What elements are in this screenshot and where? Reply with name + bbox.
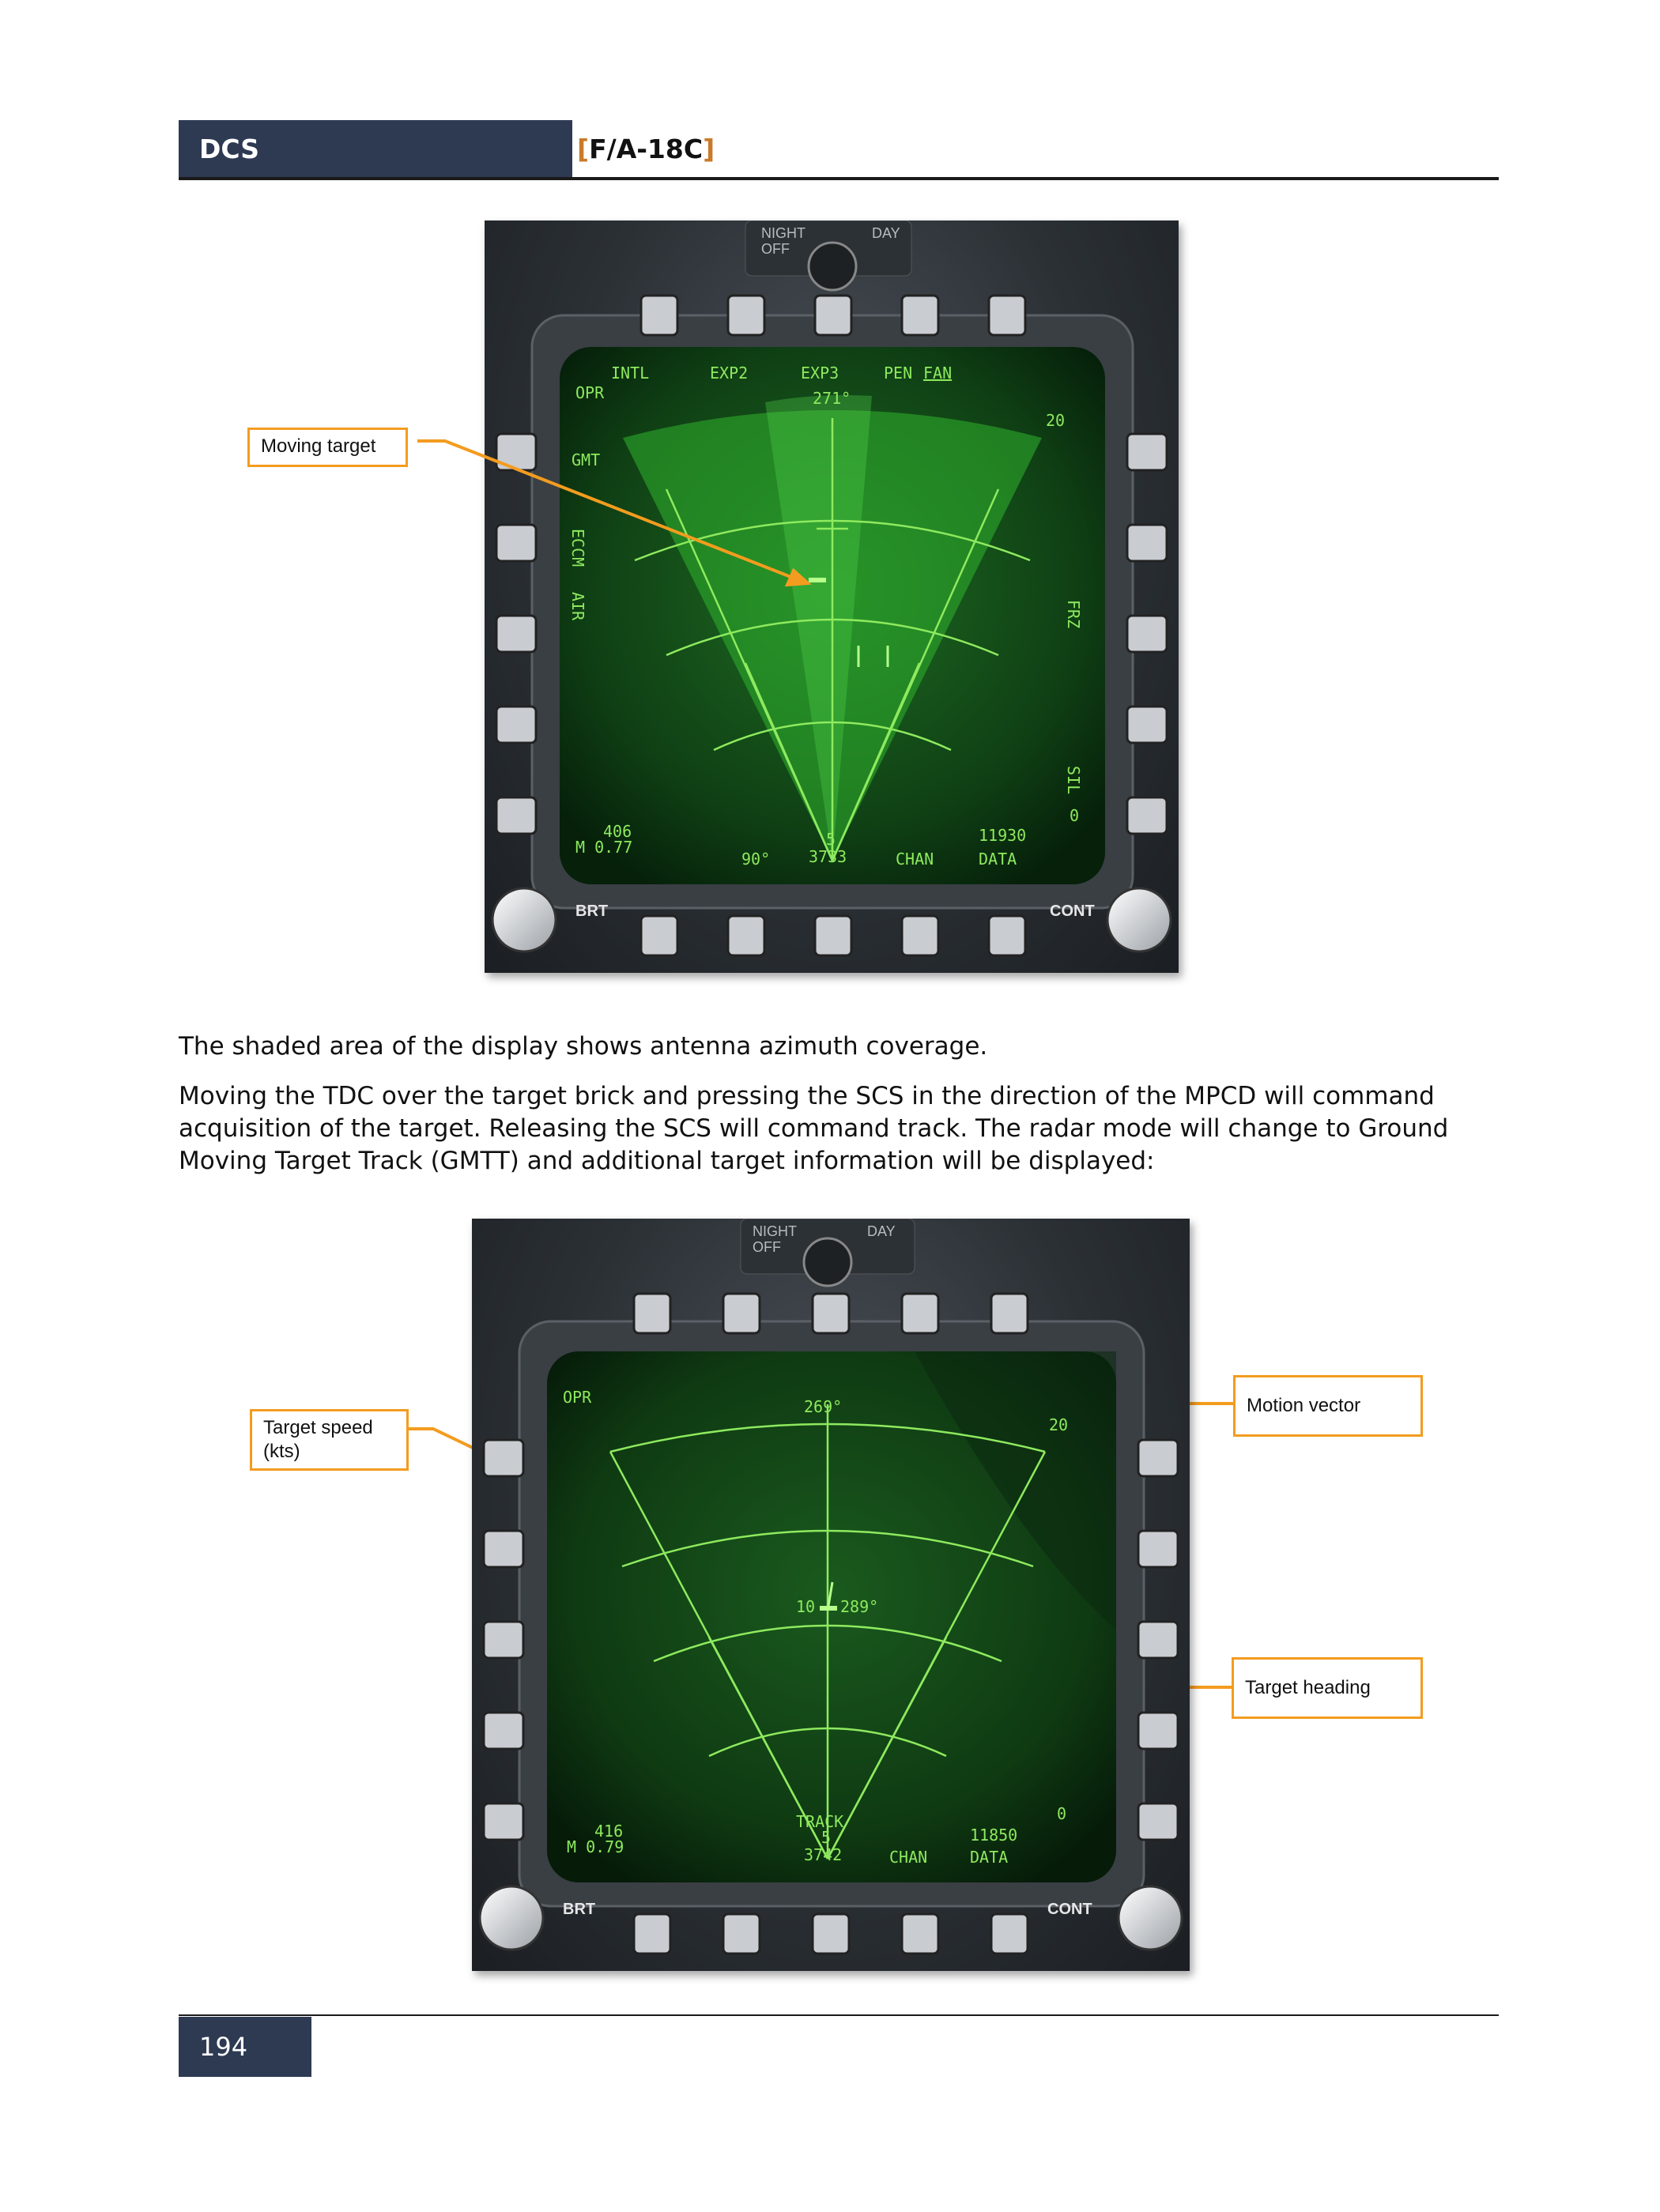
fig2-bottom-pb-2[interactable]	[723, 1914, 760, 1954]
target-speed-readout: 10	[796, 1597, 815, 1616]
fig2-top-pb-4[interactable]	[902, 1294, 938, 1333]
knob2-off-label: OFF	[753, 1239, 781, 1255]
fig2-left-pb-4[interactable]	[484, 1713, 523, 1749]
fig2-elevation-readout: 3742	[804, 1845, 842, 1864]
tracked-target-brick	[820, 1606, 837, 1611]
fig2-right-pb-4[interactable]	[1138, 1713, 1178, 1749]
fig2-left-pb-2[interactable]	[484, 1531, 523, 1567]
fig2-zero-label: 0	[1057, 1804, 1066, 1823]
fig2-right-pb-2[interactable]	[1138, 1531, 1178, 1567]
callout-target-speed: Target speed (kts)	[250, 1409, 409, 1471]
fig2-mach-readout: M 0.79	[567, 1837, 624, 1856]
fig2-bar-readout: 5	[821, 1828, 831, 1847]
fig2-data-label: DATA	[970, 1848, 1008, 1867]
figure-2-mpcd-screenshot: NIGHT DAY OFF BRT CONT	[472, 1219, 1190, 1971]
fig2-chan-label: CHAN	[889, 1848, 927, 1867]
fig2-bottom-pb-3[interactable]	[813, 1914, 849, 1954]
fig2-left-pb-5[interactable]	[484, 1803, 523, 1840]
fig2-cont-label: CONT	[1047, 1901, 1092, 1918]
fig2-top-pb-3[interactable]	[813, 1294, 849, 1333]
fig2-cont-knob[interactable]	[1119, 1886, 1182, 1950]
fig2-bottom-pb-4[interactable]	[902, 1914, 938, 1954]
fig2-left-pb-1[interactable]	[484, 1440, 523, 1476]
fig2-top-pb-1[interactable]	[634, 1294, 670, 1333]
fig2-opr-label: OPR	[563, 1388, 592, 1407]
callout-motion-vector: Motion vector	[1233, 1375, 1423, 1437]
fig2-bearing-readout: 269°	[804, 1397, 842, 1416]
fig2-brt-label: BRT	[563, 1901, 595, 1918]
fig2-right-pb-5[interactable]	[1138, 1803, 1178, 1840]
paragraph-2: Moving the TDC over the target brick and…	[179, 1080, 1499, 1178]
target-heading-readout: 289°	[840, 1597, 878, 1616]
fig2-altitude-readout: 11850	[970, 1826, 1017, 1845]
fig2-bottom-pb-5[interactable]	[991, 1914, 1028, 1954]
knob2-day-label: DAY	[867, 1223, 896, 1239]
callout-target-heading: Target heading	[1232, 1657, 1423, 1719]
fig2-right-pb-3[interactable]	[1138, 1622, 1178, 1658]
fig2-top-pb-5[interactable]	[991, 1294, 1028, 1333]
fig2-left-pb-3[interactable]	[484, 1622, 523, 1658]
fig2-right-pb-1[interactable]	[1138, 1440, 1178, 1476]
track-label: TRACK	[796, 1812, 843, 1831]
night-day-knob-2[interactable]	[804, 1238, 851, 1286]
knob2-night-label: NIGHT	[753, 1223, 797, 1239]
paragraph-1: The shaded area of the display shows ant…	[179, 1031, 1499, 1063]
fig2-range-scale: 20	[1049, 1415, 1068, 1434]
footer-rule	[179, 2014, 1499, 2016]
fig2-brt-knob[interactable]	[480, 1886, 543, 1950]
fig2-top-pb-2[interactable]	[723, 1294, 760, 1333]
fig2-bottom-pb-1[interactable]	[634, 1914, 670, 1954]
page-number: 194	[179, 2017, 311, 2077]
